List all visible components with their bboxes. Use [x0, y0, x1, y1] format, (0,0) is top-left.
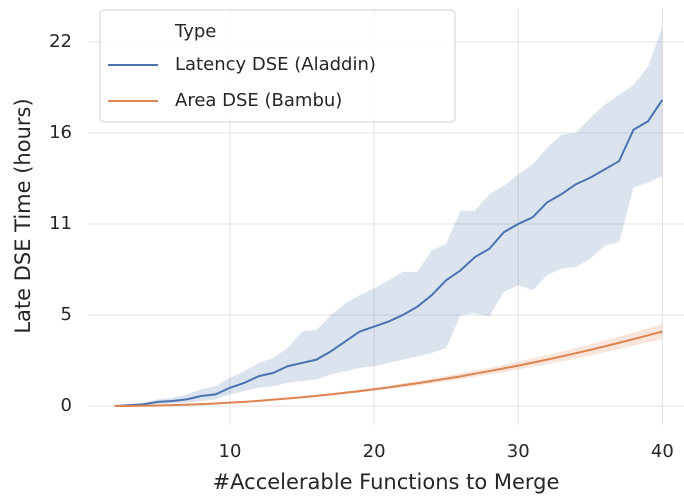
x-tick-label: 40	[651, 441, 674, 462]
series-line	[114, 330, 663, 407]
confidence-band	[114, 27, 663, 406]
legend-title: Type	[174, 21, 216, 42]
legend: Type Latency DSE (Aladdin) Area DSE (Bambu…	[99, 9, 456, 123]
series-line	[114, 99, 664, 407]
y-tick-label: 22	[49, 31, 72, 52]
legend-label: Area DSE (Bambu)	[175, 90, 342, 111]
y-tick-label: 11	[49, 213, 72, 234]
y-tick-label: 0	[61, 395, 72, 416]
x-axis-label: #Accelerable Functions to Merge	[213, 470, 560, 494]
legend-label: Latency DSE (Aladdin)	[175, 54, 376, 75]
x-tick-label: 20	[363, 441, 386, 462]
legend-box	[99, 9, 456, 123]
y-tick-label: 5	[61, 304, 72, 325]
x-tick-label: 30	[507, 441, 530, 462]
y-axis-label: Late DSE Time (hours)	[11, 98, 35, 333]
x-tick-label: 10	[219, 441, 242, 462]
y-tick-label: 16	[49, 122, 72, 143]
